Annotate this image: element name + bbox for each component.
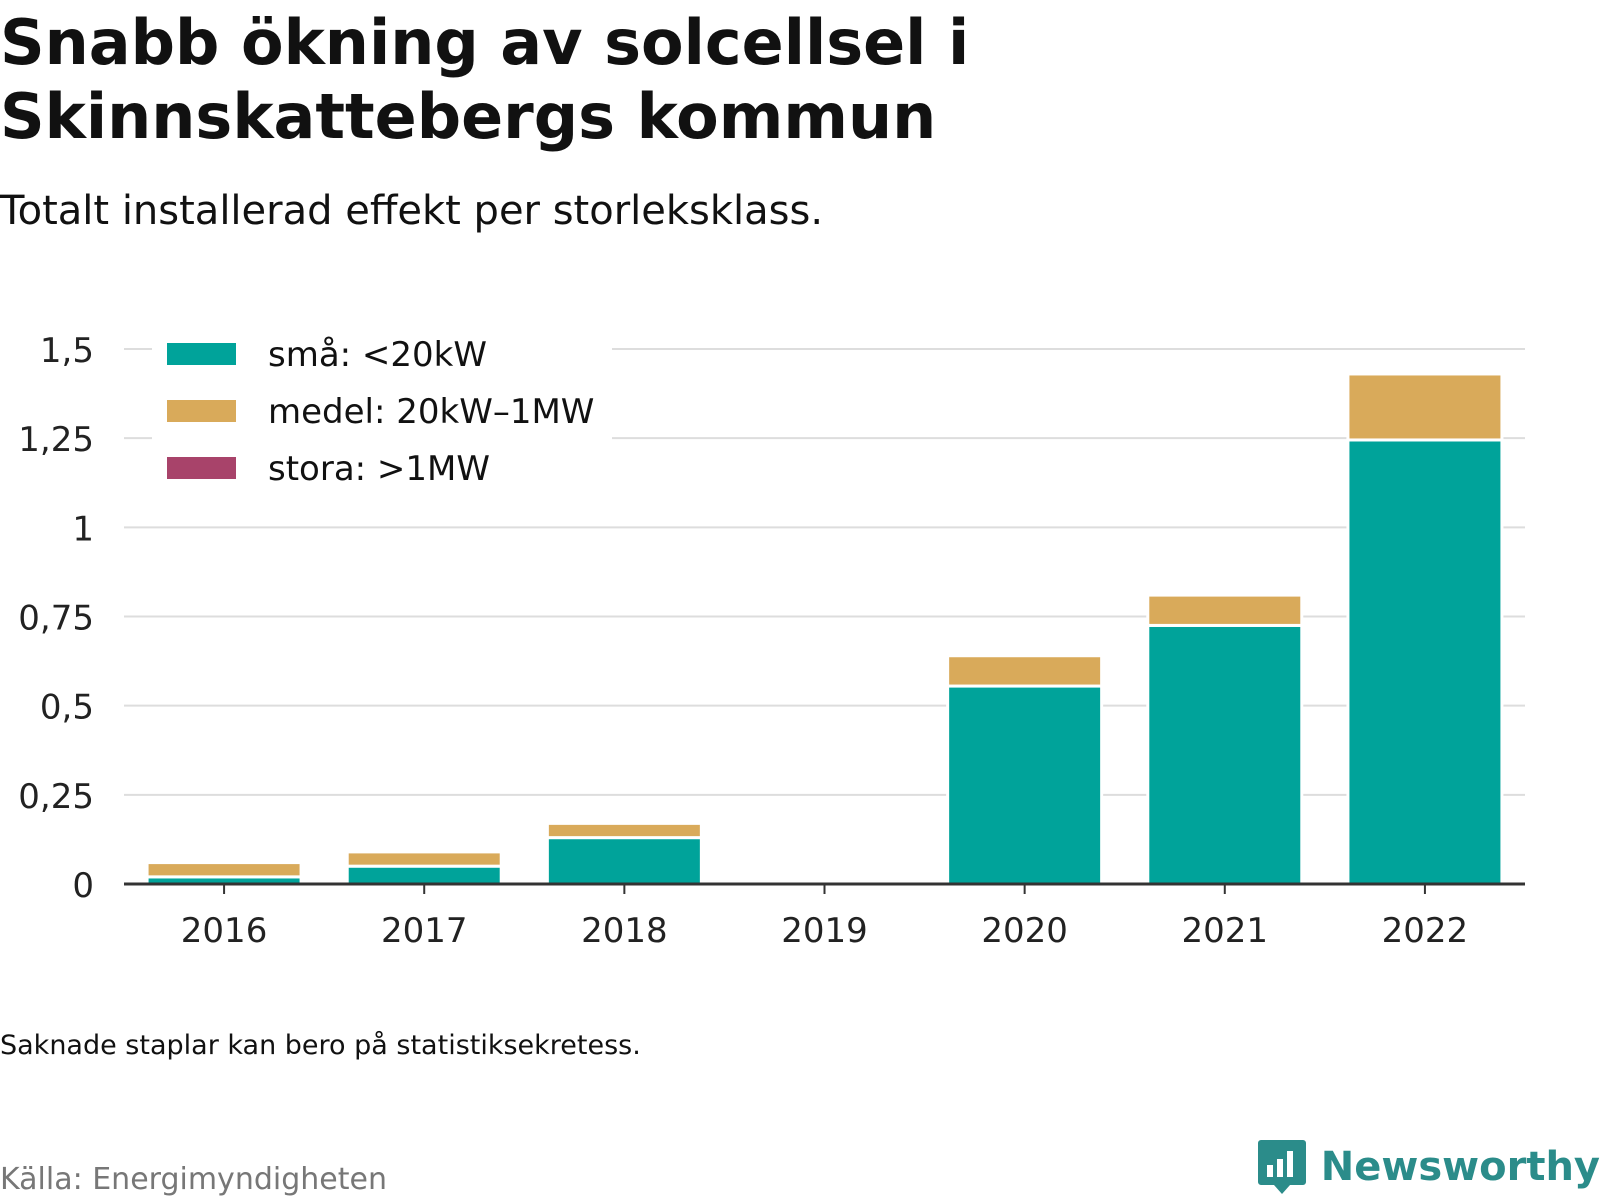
y-tick-label: 1,5 (40, 331, 94, 371)
footnote: Saknade staplar kan bero på statistiksek… (0, 1030, 641, 1061)
x-tick-label: 2021 (1182, 911, 1269, 951)
bar-segment (946, 684, 1104, 886)
bar-segment (345, 850, 503, 868)
x-tick-label: 2018 (581, 911, 668, 951)
y-tick-label: 1 (72, 509, 94, 549)
y-tick-label: 0,5 (40, 688, 94, 728)
bar-chart-icon (1257, 1140, 1306, 1194)
legend-swatch (167, 400, 236, 422)
x-tick-label: 2016 (181, 911, 268, 951)
brand-name: Newsworthy (1320, 1144, 1600, 1190)
source-credit: Källa: Energimyndigheten (0, 1162, 387, 1197)
x-tick-label: 2017 (381, 911, 468, 951)
y-tick-label: 0 (72, 866, 94, 906)
bar-segment (1346, 438, 1504, 886)
x-tick-label: 2022 (1382, 911, 1469, 951)
x-tick-label: 2019 (781, 911, 868, 951)
x-tick-label: 2020 (981, 911, 1068, 951)
bar-segment (545, 821, 703, 840)
chart-title: Snabb ökning av solcellsel i Skinnskatte… (0, 6, 970, 153)
y-tick-label: 0,75 (18, 599, 94, 639)
bar-segment (946, 654, 1104, 688)
legend-swatch (167, 457, 236, 479)
legend-label: stora: >1MW (268, 449, 490, 489)
y-tick-label: 0,25 (18, 777, 94, 817)
brand: Newsworthy (1257, 1138, 1600, 1196)
legend-swatch (167, 343, 236, 365)
stacked-bar-chart: 0 0,25 0,5 0,75 1 1,25 1,5 2016 2017 2018 2019 2020… (18, 320, 1525, 951)
bar-segment (345, 864, 503, 886)
bars (145, 372, 1504, 886)
legend-label: små: <20kW (268, 335, 487, 375)
bar-segment (1346, 372, 1504, 442)
chart-subtitle: Totalt installerad effekt per storlekskl… (0, 188, 824, 234)
bar-segment (545, 836, 703, 886)
legend-label: medel: 20kW–1MW (268, 392, 594, 432)
axes: 0 0,25 0,5 0,75 1 1,25 1,5 2016 2017 2018 2019 2020… (18, 331, 1525, 951)
bar-segment (1146, 593, 1304, 627)
y-tick-label: 1,25 (18, 420, 94, 460)
bar-segment (145, 861, 303, 879)
legend: små: <20kW medel: 20kW–1MW stora: >1MW (152, 320, 612, 495)
bar-segment (1146, 623, 1304, 886)
